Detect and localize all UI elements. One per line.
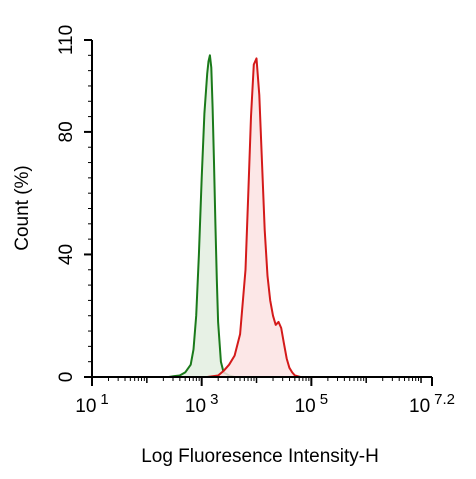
x-tick-base: 10 [185,396,206,417]
x-tick-exponent: 5 [320,391,328,408]
x-tick-exponent: 1 [100,391,108,408]
x-tick-base: 10 [75,396,96,417]
y-tick-label: 80 [56,121,77,142]
x-tick-label: 10 5 [295,391,328,417]
x-tick-label: 10 1 [75,391,108,417]
y-axis-title: Count (%) [12,165,33,251]
x-axis-title: Log Fluoresence Intensity-H [141,446,379,467]
y-tick-label: 0 [56,372,77,383]
x-tick-exponent: 7.2 [434,391,455,408]
ticks [84,39,433,386]
y-tick-label: 40 [56,244,77,265]
x-tick-base: 10 [295,396,316,417]
series-2-area [207,58,301,378]
series-2-line [207,57,301,378]
series-layer [168,54,301,378]
series-1-line [168,54,235,378]
x-tick-exponent: 3 [210,391,218,408]
x-tick-label: 10 3 [185,391,218,417]
x-tick-label: 10 7.2 [409,391,455,417]
series-1-area [168,55,235,378]
x-tick-base: 10 [409,396,430,417]
y-tick-label: 110 [56,25,77,55]
